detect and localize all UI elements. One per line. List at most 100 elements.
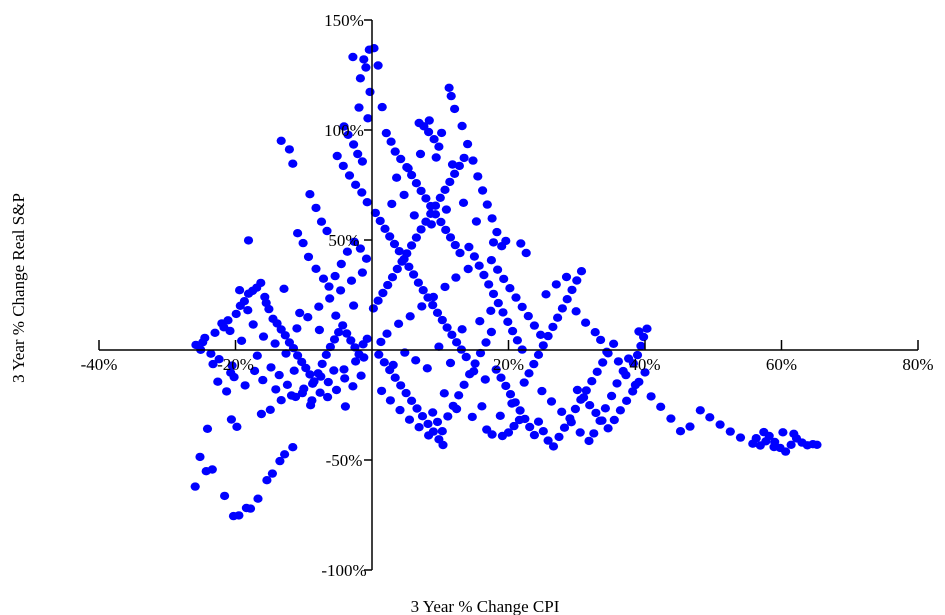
data-point: [405, 312, 415, 321]
data-point: [235, 286, 245, 295]
data-point: [411, 356, 421, 365]
data-point: [424, 127, 434, 137]
data-point: [293, 351, 303, 360]
data-point: [666, 414, 676, 423]
data-point: [598, 358, 608, 367]
data-point: [232, 422, 242, 431]
data-point: [430, 201, 441, 210]
x-tick-label: -40%: [81, 355, 118, 374]
data-point: [461, 352, 471, 362]
data-point: [258, 332, 269, 341]
data-point: [591, 408, 601, 418]
data-point: [715, 420, 725, 429]
data-point: [349, 140, 359, 149]
data-point: [363, 114, 373, 123]
data-point: [412, 404, 422, 413]
data-point: [343, 130, 353, 139]
data-point: [541, 290, 551, 299]
data-point: [548, 442, 559, 451]
data-point: [362, 334, 372, 343]
data-point: [279, 284, 289, 293]
data-point: [467, 412, 477, 422]
x-tick-label: 60%: [766, 355, 797, 374]
data-point: [330, 271, 340, 281]
data-point: [346, 336, 356, 345]
data-point: [570, 404, 581, 414]
data-point: [250, 366, 260, 376]
data-point: [429, 135, 439, 144]
data-point: [299, 384, 309, 393]
data-point: [275, 456, 285, 466]
data-point: [288, 344, 299, 353]
data-point: [473, 172, 483, 181]
data-point: [572, 276, 582, 285]
data-point: [595, 416, 605, 425]
data-point: [394, 319, 404, 328]
data-point: [561, 272, 572, 282]
data-point: [529, 359, 539, 369]
data-point: [581, 318, 591, 327]
data-point: [695, 406, 705, 415]
data-point: [416, 186, 426, 196]
x-axis-title: 3 Year % Change CPI: [411, 597, 560, 615]
data-point: [451, 273, 461, 282]
data-point: [314, 325, 324, 335]
data-point: [266, 363, 276, 372]
data-point: [317, 359, 327, 369]
data-point: [217, 319, 227, 328]
data-point: [416, 225, 426, 234]
data-point: [226, 368, 236, 377]
y-tick-label: 100%: [324, 121, 364, 140]
data-point: [538, 427, 548, 436]
data-point: [353, 149, 363, 159]
data-point: [436, 217, 446, 227]
data-point: [607, 391, 617, 401]
data-point: [214, 355, 224, 364]
data-point: [321, 350, 331, 359]
data-point: [338, 321, 348, 330]
data-point: [505, 284, 515, 293]
data-point: [305, 190, 315, 199]
data-point: [501, 236, 511, 246]
data-point: [378, 288, 388, 298]
data-point: [306, 401, 316, 410]
data-point: [781, 447, 791, 456]
data-point: [407, 396, 417, 405]
x-tick-label: 80%: [902, 355, 933, 374]
data-point: [359, 55, 369, 64]
data-point: [325, 294, 335, 303]
data-point: [559, 423, 570, 432]
data-point: [503, 428, 514, 437]
data-point: [388, 360, 398, 370]
data-point: [376, 337, 386, 347]
data-point: [419, 122, 429, 131]
data-point: [413, 278, 423, 287]
data-point: [463, 139, 473, 149]
data-point: [361, 254, 372, 263]
data-point: [685, 422, 695, 431]
data-point: [469, 252, 479, 261]
data-point: [495, 411, 505, 420]
data-point: [280, 331, 290, 340]
data-point: [385, 396, 395, 405]
data-point: [514, 415, 525, 425]
data-point: [243, 236, 254, 245]
data-point: [342, 329, 352, 338]
data-point: [636, 341, 646, 351]
data-point: [457, 121, 467, 131]
data-point: [470, 359, 480, 368]
data-point: [421, 194, 431, 203]
x-tick-label: 20%: [493, 355, 524, 374]
data-point: [351, 180, 361, 189]
data-point: [332, 151, 342, 161]
data-point: [437, 128, 447, 138]
data-point: [390, 373, 400, 382]
data-point: [291, 392, 301, 402]
data-point: [432, 417, 443, 427]
data-point: [612, 379, 622, 388]
data-point: [399, 190, 409, 200]
data-point: [288, 443, 298, 452]
data-point: [789, 429, 799, 438]
data-point: [207, 465, 217, 474]
